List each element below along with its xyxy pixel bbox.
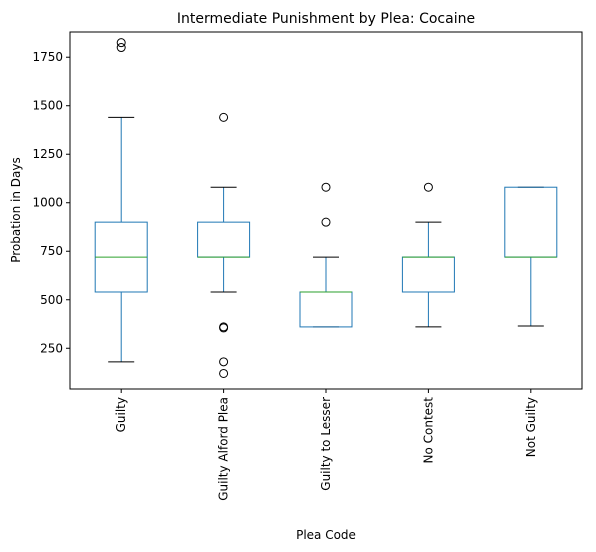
x-axis: Guilty Guilty Alford Plea Guilty to Lesser… [114, 389, 538, 501]
box-group [94, 38, 148, 363]
box-iqr [299, 291, 353, 328]
box-iqr [504, 186, 558, 258]
y-axis-title: Probation in Days [9, 157, 23, 263]
x-tick-label: Guilty [114, 397, 128, 432]
outlier-point [219, 368, 229, 378]
y-tick-label: 1500 [32, 99, 63, 113]
y-tick-label: 1250 [32, 147, 63, 161]
y-axis: 250 500 750 1000 1250 1500 1750 [32, 50, 70, 355]
chart-title: Intermediate Punishment by Plea: Cocaine [177, 11, 475, 27]
box-iqr [197, 221, 251, 258]
outlier-point [116, 43, 126, 53]
outlier-point [321, 182, 331, 192]
box-group [401, 182, 455, 328]
outlier-point [116, 38, 126, 48]
outlier-point [219, 323, 229, 333]
outlier-point [219, 357, 229, 367]
box-group [299, 182, 353, 328]
box-group [504, 186, 558, 327]
y-tick-label: 1000 [32, 196, 63, 210]
plot-area [94, 38, 558, 378]
outlier-point [423, 182, 433, 192]
y-tick-label: 1750 [32, 50, 63, 64]
x-tick-label: Not Guilty [524, 397, 538, 457]
x-tick-label: No Contest [421, 397, 435, 464]
x-axis-title: Plea Code [296, 528, 356, 542]
y-tick-label: 750 [40, 244, 63, 258]
outlier-point [321, 217, 331, 227]
box-group [197, 112, 251, 378]
outlier-point [219, 112, 229, 122]
y-tick-label: 500 [40, 293, 63, 307]
x-tick-label: Guilty to Lesser [319, 397, 333, 491]
y-tick-label: 250 [40, 341, 63, 355]
x-tick-label: Guilty Alford Plea [217, 397, 231, 501]
box-iqr [401, 256, 455, 293]
